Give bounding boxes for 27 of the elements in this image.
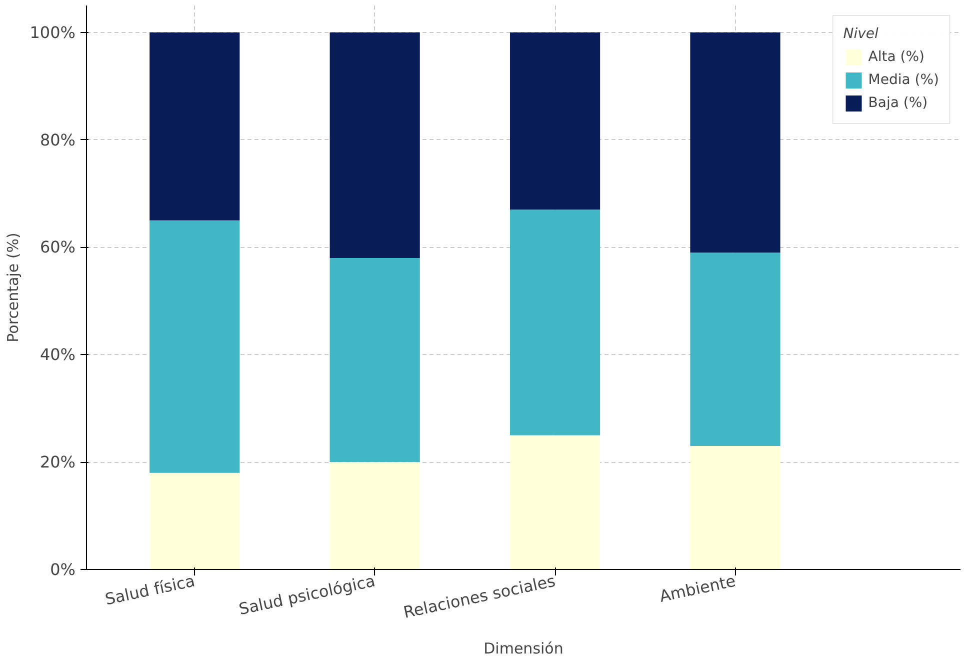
bar [690, 32, 780, 253]
bar [510, 32, 600, 210]
y-axis-title: Porcentaje (%) [4, 232, 22, 342]
y-tick-label: 60% [40, 238, 76, 257]
legend-label: Alta (%) [868, 49, 924, 65]
y-tick-label: 40% [40, 345, 76, 364]
bar [690, 252, 780, 446]
x-tick-label: Relaciones sociales [402, 571, 558, 622]
y-tick-label: 20% [40, 452, 76, 472]
bar [150, 220, 240, 473]
y-tick-label: 100% [30, 22, 76, 42]
bar [150, 32, 240, 220]
bar [510, 435, 600, 570]
bar [330, 32, 420, 258]
bar [510, 210, 600, 436]
x-axis-title: Dimensión [484, 639, 564, 658]
x-tick-label: Salud física [103, 571, 197, 609]
legend-title: Nivel [843, 26, 880, 42]
bar [330, 258, 420, 462]
legend-label: Baja (%) [868, 95, 928, 111]
bar [690, 446, 780, 570]
legend-label: Media (%) [868, 72, 939, 88]
y-tick-label: 0% [50, 560, 76, 579]
y-tick-label: 80% [40, 130, 76, 150]
x-tick-label: Ambiente [658, 571, 738, 606]
bar [330, 462, 420, 570]
bar [150, 472, 240, 570]
